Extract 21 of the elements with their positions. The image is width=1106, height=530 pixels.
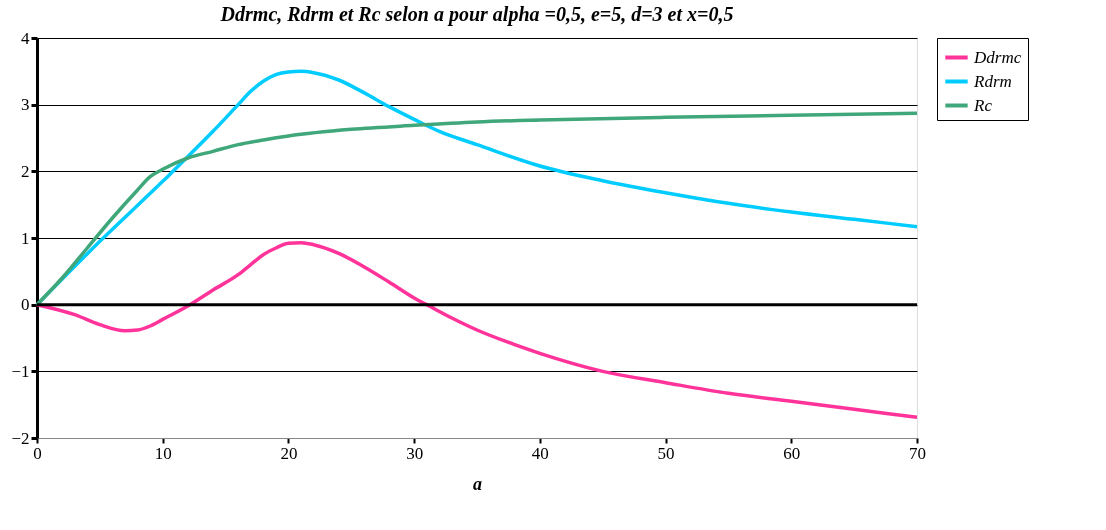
y-tick-label: 4 — [21, 28, 30, 48]
legend-label: Rdrm — [973, 71, 1012, 91]
x-tick-label: 60 — [783, 443, 801, 463]
legend-label: Ddrmc — [973, 47, 1022, 67]
y-tick-label: 0 — [21, 295, 30, 315]
legend-label: Rc — [973, 95, 993, 115]
chart-title: Ddrmc, Rdrm et Rc selon a pour alpha =0,5, e=5, d=3 et x=0,5 — [219, 3, 734, 26]
x-tick-label: 50 — [657, 443, 675, 463]
y-tick-label: −2 — [11, 428, 30, 448]
x-tick-label: 10 — [154, 443, 172, 463]
x-tick-label: 40 — [531, 443, 549, 463]
x-tick-label: 70 — [909, 443, 926, 463]
x-tick-label: 30 — [406, 443, 424, 463]
y-tick-label: 2 — [21, 161, 30, 181]
line-series — [35, 111, 919, 307]
line-series — [35, 240, 919, 420]
x-axis-title: a — [473, 473, 482, 494]
y-tick-label: 1 — [21, 228, 30, 248]
y-tick-label: −1 — [11, 361, 30, 381]
x-tick-label: 20 — [280, 443, 298, 463]
y-tick-label: 3 — [21, 95, 30, 115]
